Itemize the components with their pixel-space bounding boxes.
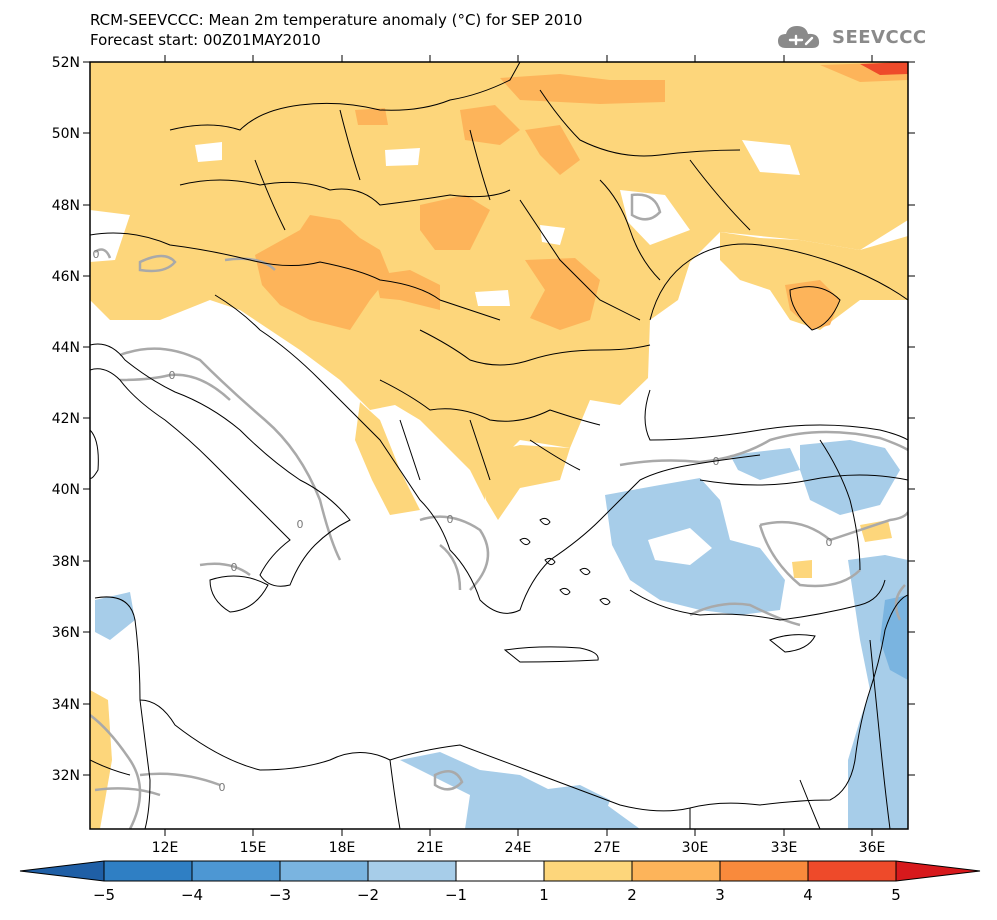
lat-labels: 52N 50N 48N 46N 44N 42N 40N 38N 36N 34N … <box>52 55 80 784</box>
contour-label: 0 <box>93 248 100 261</box>
warm-anomaly-core-pannonia <box>420 195 490 250</box>
lon-label: 27E <box>594 840 621 856</box>
warm-anomaly-field-east-turkey <box>860 520 892 542</box>
lat-label: 48N <box>52 198 80 214</box>
colorbar-label: 1 <box>539 886 549 904</box>
cloud-icon <box>778 26 820 48</box>
lon-label: 30E <box>682 840 709 856</box>
lat-label: 52N <box>52 55 80 71</box>
lon-label: 33E <box>771 840 798 856</box>
warm-anomaly-field-greece-north <box>482 445 570 520</box>
colorbar-labels: −5 −4 −3 −2 −1 1 2 3 4 5 <box>93 886 901 904</box>
colorbar-label: 3 <box>715 886 725 904</box>
map-area <box>90 62 908 829</box>
contour-label: 0 <box>826 536 833 549</box>
colorbar-label: −5 <box>93 886 115 904</box>
lon-label: 18E <box>329 840 356 856</box>
contour-label: 0 <box>297 518 304 531</box>
seevccc-logo: SEEVCCC <box>776 22 927 52</box>
lat-label: 46N <box>52 269 80 285</box>
colorbar-bin <box>544 861 632 881</box>
contour-label: 0 <box>231 561 238 574</box>
contour-label: 0 <box>219 781 226 794</box>
contour-label-group: 0 0 0 0 0 0 0 0 <box>93 248 833 794</box>
warm-anomaly-field-east-turkey-2 <box>792 560 812 578</box>
colorbar-label: −1 <box>445 886 467 904</box>
contour-label: 0 <box>713 455 720 468</box>
logo-text: SEEVCCC <box>832 26 927 48</box>
colorbar <box>19 860 981 882</box>
lat-label: 50N <box>52 126 80 142</box>
colorbar-bin <box>632 861 720 881</box>
colorbar-bin <box>280 861 368 881</box>
cool-anomaly-field-egypt <box>540 785 610 829</box>
colorbar-bin <box>456 861 544 881</box>
contour-label: 0 <box>169 369 176 382</box>
title-line-2: Forecast start: 00Z01MAY2010 <box>90 31 321 49</box>
lat-label: 34N <box>52 697 80 713</box>
cool-anomaly-field-armenia <box>800 440 900 515</box>
colorbar-label: −4 <box>181 886 203 904</box>
lat-label: 40N <box>52 482 80 498</box>
colorbar-arrow-low <box>20 861 104 881</box>
map-frame <box>89 61 909 830</box>
colorbar-label: −2 <box>357 886 379 904</box>
warm-anomaly-field-north <box>90 62 908 500</box>
contour-label: 0 <box>447 513 454 526</box>
warm-anomaly-core-czech <box>355 108 388 125</box>
colorbar-label: 5 <box>891 886 901 904</box>
warm-anomaly-core-romania <box>525 258 600 330</box>
warm-anomaly-field-west-africa <box>90 690 112 829</box>
lat-label: 44N <box>52 340 80 356</box>
colorbar-bin <box>192 861 280 881</box>
lon-label: 36E <box>859 840 886 856</box>
colorbar-bin <box>720 861 808 881</box>
lon-labels: 12E 15E 18E 21E 24E 27E 30E 33E 36E <box>152 840 886 856</box>
warm-anomaly-core-ukraine-north <box>500 74 665 104</box>
lat-label: 32N <box>52 768 80 784</box>
lon-label: 24E <box>505 840 532 856</box>
colorbar-bin <box>104 861 192 881</box>
colorbar-label: −3 <box>269 886 291 904</box>
colorbar-bin <box>368 861 456 881</box>
lat-label: 42N <box>52 411 80 427</box>
warm-anomaly-hot-russia <box>860 62 908 75</box>
warm-anomaly-core-crimea <box>785 280 840 330</box>
map-title: RCM-SEEVCCC: Mean 2m temperature anomaly… <box>90 10 582 50</box>
title-line-1: RCM-SEEVCCC: Mean 2m temperature anomaly… <box>90 11 583 29</box>
lon-label: 15E <box>240 840 267 856</box>
warm-anomaly-field-west-balkan <box>355 402 420 515</box>
colorbar-label: 4 <box>803 886 813 904</box>
warm-anomaly-core-ukraine <box>525 125 580 175</box>
lat-label: 36N <box>52 625 80 641</box>
zero-contours <box>90 193 908 829</box>
lon-label: 21E <box>417 840 444 856</box>
warm-anomaly-core-hungary <box>255 215 390 330</box>
cool-anomaly-core-levant <box>880 595 908 680</box>
lat-label: 38N <box>52 554 80 570</box>
lat-ticks <box>83 61 915 776</box>
colorbar-label: 2 <box>627 886 637 904</box>
lon-label: 12E <box>152 840 179 856</box>
cool-anomaly-field-tunisia <box>95 592 135 640</box>
cool-anomaly-field-east-turkey <box>730 448 800 480</box>
colorbar-arrow-high <box>896 861 980 881</box>
warm-anomaly-core-serbia <box>375 270 440 310</box>
lon-ticks <box>164 55 873 836</box>
colorbar-bin <box>808 861 896 881</box>
coastlines-and-borders <box>90 62 908 829</box>
warm-anomaly-core-poland <box>460 105 520 145</box>
